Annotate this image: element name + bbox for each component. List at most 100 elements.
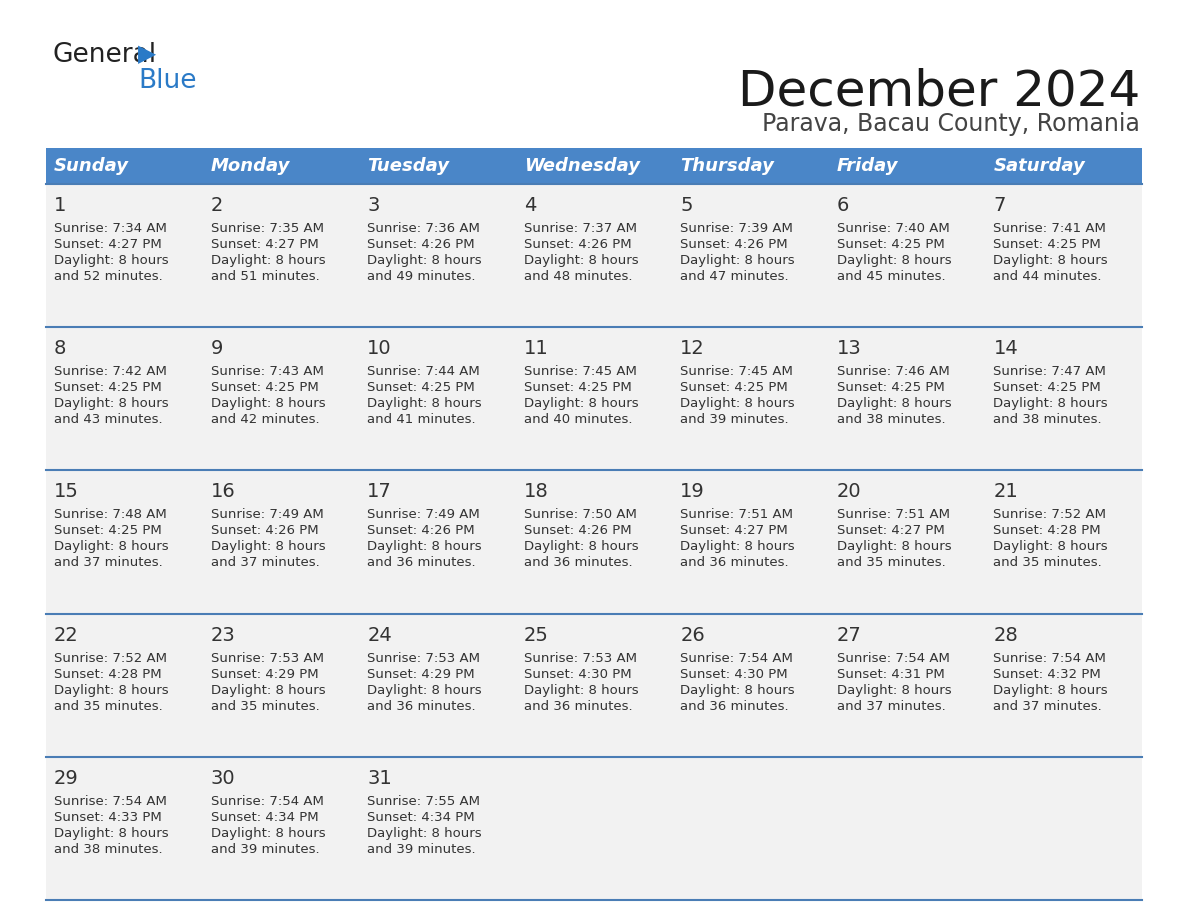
Text: Friday: Friday: [836, 157, 898, 175]
Text: and 35 minutes.: and 35 minutes.: [210, 700, 320, 712]
Bar: [203, 184, 359, 327]
Bar: [985, 470, 1142, 613]
Text: and 36 minutes.: and 36 minutes.: [681, 700, 789, 712]
Text: Sunrise: 7:40 AM: Sunrise: 7:40 AM: [836, 222, 949, 235]
Text: 19: 19: [681, 482, 704, 501]
Text: Daylight: 8 hours: Daylight: 8 hours: [993, 541, 1108, 554]
Text: Saturday: Saturday: [993, 157, 1085, 175]
Text: and 39 minutes.: and 39 minutes.: [210, 843, 320, 856]
Bar: [46, 470, 203, 613]
Text: Sunrise: 7:52 AM: Sunrise: 7:52 AM: [53, 652, 168, 665]
Text: and 37 minutes.: and 37 minutes.: [993, 700, 1102, 712]
Bar: [672, 470, 829, 613]
Bar: [985, 148, 1142, 184]
Text: 15: 15: [53, 482, 78, 501]
Text: Daylight: 8 hours: Daylight: 8 hours: [993, 684, 1108, 697]
Bar: [359, 148, 516, 184]
Text: Sunrise: 7:48 AM: Sunrise: 7:48 AM: [53, 509, 166, 521]
Text: and 36 minutes.: and 36 minutes.: [524, 556, 632, 569]
Text: Sunset: 4:25 PM: Sunset: 4:25 PM: [53, 381, 162, 394]
Text: Sunset: 4:26 PM: Sunset: 4:26 PM: [524, 238, 631, 251]
Text: 16: 16: [210, 482, 235, 501]
Text: Sunrise: 7:55 AM: Sunrise: 7:55 AM: [367, 795, 480, 808]
Text: 26: 26: [681, 625, 704, 644]
Text: 29: 29: [53, 768, 78, 788]
Text: Sunrise: 7:49 AM: Sunrise: 7:49 AM: [210, 509, 323, 521]
Text: Daylight: 8 hours: Daylight: 8 hours: [367, 684, 482, 697]
Text: 1: 1: [53, 196, 67, 215]
Text: Daylight: 8 hours: Daylight: 8 hours: [681, 684, 795, 697]
Text: 12: 12: [681, 339, 704, 358]
Bar: [672, 613, 829, 756]
Text: Sunrise: 7:37 AM: Sunrise: 7:37 AM: [524, 222, 637, 235]
Text: Sunset: 4:25 PM: Sunset: 4:25 PM: [836, 238, 944, 251]
Text: Sunrise: 7:53 AM: Sunrise: 7:53 AM: [210, 652, 323, 665]
Text: and 41 minutes.: and 41 minutes.: [367, 413, 475, 426]
Text: and 45 minutes.: and 45 minutes.: [836, 270, 946, 283]
Text: Daylight: 8 hours: Daylight: 8 hours: [210, 684, 326, 697]
Text: and 52 minutes.: and 52 minutes.: [53, 270, 163, 283]
Text: Sunrise: 7:50 AM: Sunrise: 7:50 AM: [524, 509, 637, 521]
Text: Sunset: 4:26 PM: Sunset: 4:26 PM: [524, 524, 631, 537]
Text: Sunrise: 7:34 AM: Sunrise: 7:34 AM: [53, 222, 166, 235]
Text: 27: 27: [836, 625, 861, 644]
Text: and 49 minutes.: and 49 minutes.: [367, 270, 475, 283]
Text: Daylight: 8 hours: Daylight: 8 hours: [836, 254, 952, 267]
Text: 17: 17: [367, 482, 392, 501]
Bar: [46, 756, 203, 900]
Text: Sunset: 4:25 PM: Sunset: 4:25 PM: [993, 238, 1101, 251]
Text: Daylight: 8 hours: Daylight: 8 hours: [993, 254, 1108, 267]
Text: Daylight: 8 hours: Daylight: 8 hours: [210, 541, 326, 554]
Text: 22: 22: [53, 625, 78, 644]
Text: Sunset: 4:27 PM: Sunset: 4:27 PM: [836, 524, 944, 537]
Text: and 39 minutes.: and 39 minutes.: [367, 843, 475, 856]
Text: Sunrise: 7:42 AM: Sunrise: 7:42 AM: [53, 365, 166, 378]
Text: and 43 minutes.: and 43 minutes.: [53, 413, 163, 426]
Text: Daylight: 8 hours: Daylight: 8 hours: [836, 684, 952, 697]
Text: Daylight: 8 hours: Daylight: 8 hours: [367, 827, 482, 840]
Text: Sunrise: 7:52 AM: Sunrise: 7:52 AM: [993, 509, 1106, 521]
Text: Sunrise: 7:54 AM: Sunrise: 7:54 AM: [210, 795, 323, 808]
Text: 2: 2: [210, 196, 223, 215]
Text: Sunset: 4:26 PM: Sunset: 4:26 PM: [681, 238, 788, 251]
Text: ▶: ▶: [138, 42, 156, 66]
Text: and 38 minutes.: and 38 minutes.: [836, 413, 946, 426]
Text: 23: 23: [210, 625, 235, 644]
Text: Blue: Blue: [138, 68, 196, 94]
Text: Wednesday: Wednesday: [524, 157, 639, 175]
Text: Sunrise: 7:49 AM: Sunrise: 7:49 AM: [367, 509, 480, 521]
Text: Daylight: 8 hours: Daylight: 8 hours: [524, 397, 638, 410]
Text: 21: 21: [993, 482, 1018, 501]
Text: Sunrise: 7:44 AM: Sunrise: 7:44 AM: [367, 365, 480, 378]
Text: December 2024: December 2024: [738, 68, 1140, 116]
Text: 25: 25: [524, 625, 549, 644]
Text: Daylight: 8 hours: Daylight: 8 hours: [681, 254, 795, 267]
Bar: [516, 327, 672, 470]
Text: Thursday: Thursday: [681, 157, 775, 175]
Text: and 47 minutes.: and 47 minutes.: [681, 270, 789, 283]
Text: Sunset: 4:26 PM: Sunset: 4:26 PM: [367, 238, 475, 251]
Bar: [46, 148, 203, 184]
Text: Daylight: 8 hours: Daylight: 8 hours: [524, 684, 638, 697]
Text: 6: 6: [836, 196, 849, 215]
Text: Daylight: 8 hours: Daylight: 8 hours: [993, 397, 1108, 410]
Text: Sunset: 4:33 PM: Sunset: 4:33 PM: [53, 811, 162, 823]
Bar: [359, 327, 516, 470]
Bar: [203, 613, 359, 756]
Bar: [46, 327, 203, 470]
Text: Daylight: 8 hours: Daylight: 8 hours: [524, 541, 638, 554]
Text: and 36 minutes.: and 36 minutes.: [681, 556, 789, 569]
Text: Sunset: 4:25 PM: Sunset: 4:25 PM: [836, 381, 944, 394]
Text: Daylight: 8 hours: Daylight: 8 hours: [53, 684, 169, 697]
Text: Sunrise: 7:54 AM: Sunrise: 7:54 AM: [681, 652, 794, 665]
Bar: [829, 756, 985, 900]
Text: Daylight: 8 hours: Daylight: 8 hours: [836, 397, 952, 410]
Bar: [203, 756, 359, 900]
Bar: [985, 613, 1142, 756]
Bar: [203, 327, 359, 470]
Bar: [985, 756, 1142, 900]
Text: Daylight: 8 hours: Daylight: 8 hours: [53, 541, 169, 554]
Bar: [203, 470, 359, 613]
Text: 11: 11: [524, 339, 549, 358]
Text: 20: 20: [836, 482, 861, 501]
